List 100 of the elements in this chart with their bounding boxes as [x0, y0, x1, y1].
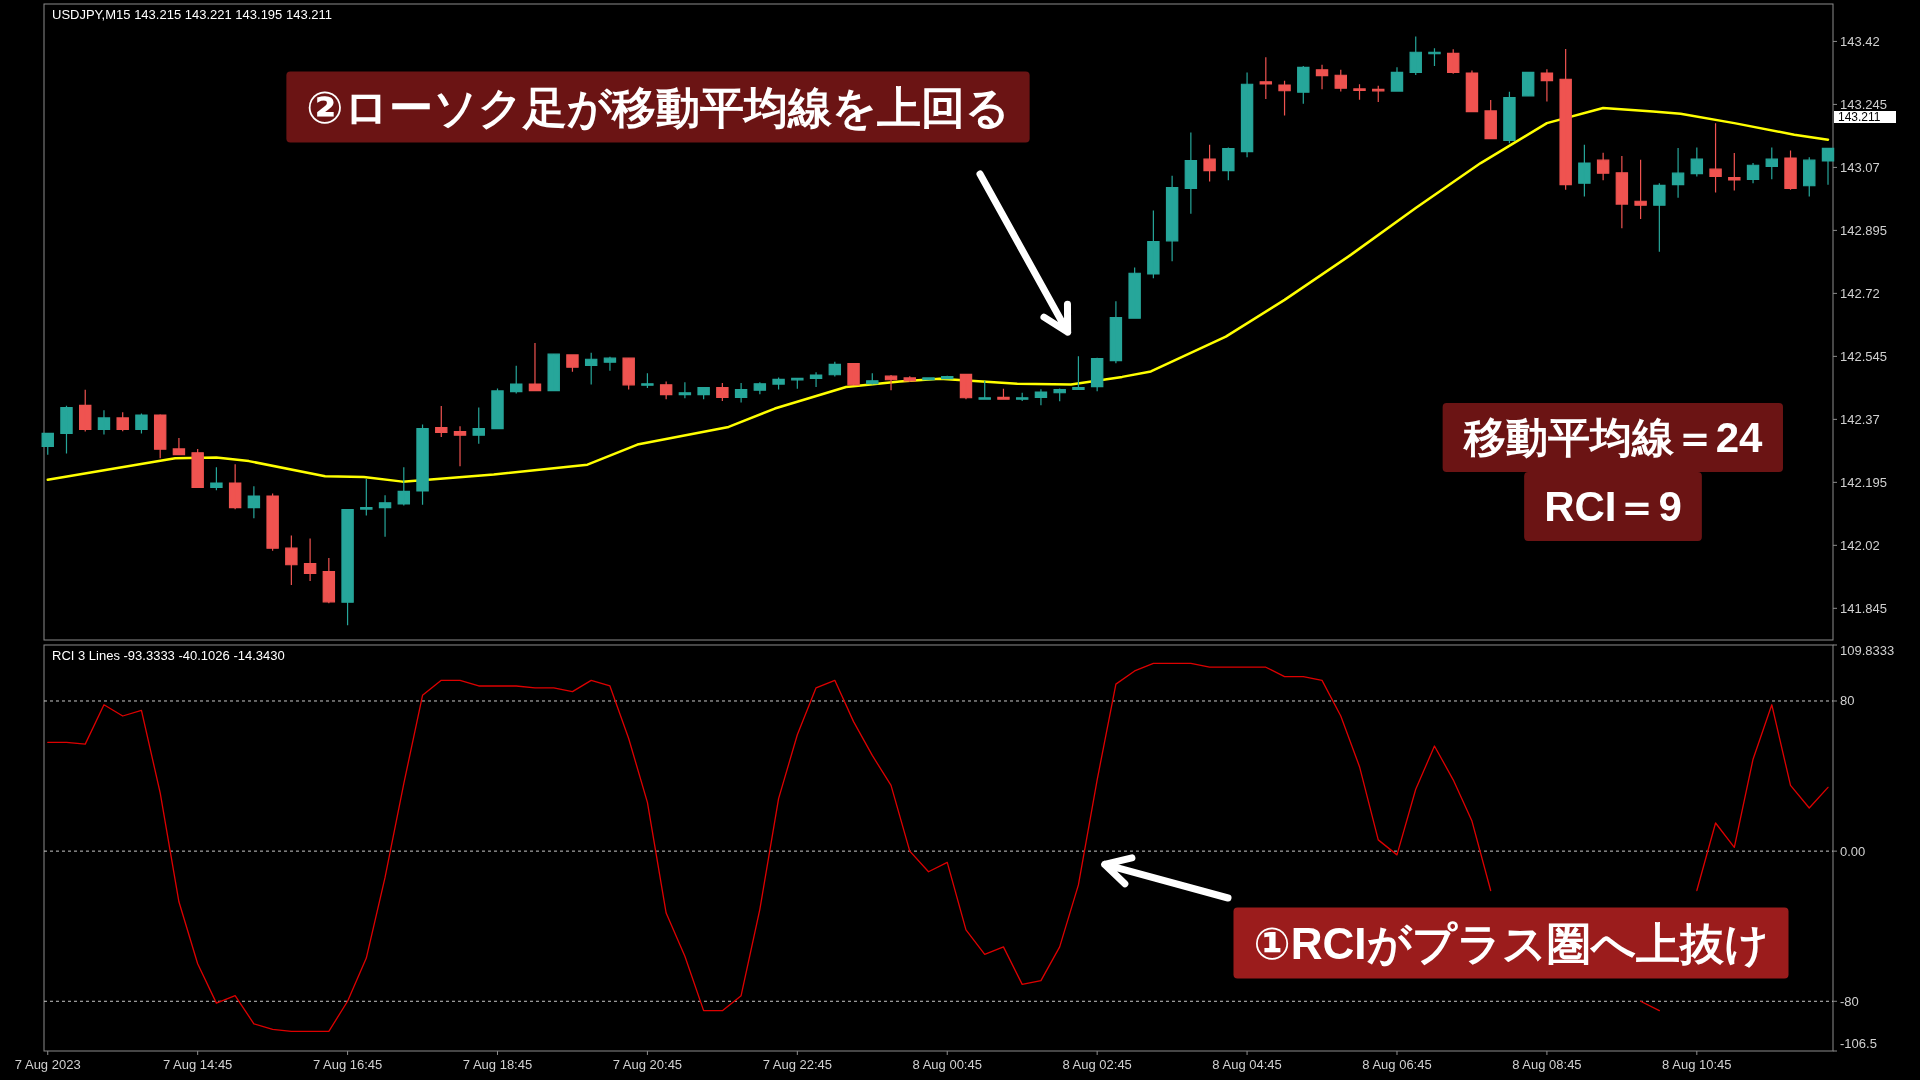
- candlestick: [1015, 392, 1029, 402]
- candlestick: [941, 375, 954, 380]
- candlestick: [472, 406, 485, 445]
- candlestick: [153, 413, 167, 459]
- candlestick: [884, 374, 898, 391]
- candlestick: [978, 380, 991, 400]
- candlestick: [491, 387, 504, 430]
- candlestick: [866, 372, 879, 386]
- y-tick-label: 142.37: [1840, 411, 1880, 427]
- x-tick-label: 8 Aug 00:45: [912, 1057, 982, 1072]
- y-tick-label: 143.42: [1840, 33, 1880, 49]
- candlestick: [1559, 48, 1572, 191]
- candlestick: [1390, 66, 1404, 92]
- candlestick: [266, 492, 279, 552]
- candlestick: [79, 389, 92, 433]
- candlestick: [959, 373, 973, 400]
- y-tick-label: -80: [1840, 993, 1859, 1009]
- candlestick: [135, 413, 148, 434]
- candlestick: [453, 425, 467, 467]
- candlestick: [791, 377, 804, 390]
- y-tick-label: 143.245: [1840, 96, 1887, 112]
- candlestick: [1446, 48, 1460, 75]
- candlestick: [1634, 159, 1647, 220]
- candlestick: [997, 388, 1010, 400]
- candlestick: [734, 382, 748, 404]
- x-tick-label: 8 Aug 10:45: [1662, 1057, 1732, 1072]
- candlestick: [1784, 149, 1797, 191]
- annotation: ②ローソク足が移動平均線を上回る: [306, 82, 1010, 132]
- candlestick: [172, 437, 186, 456]
- candlestick: [1034, 388, 1048, 406]
- candlestick: [41, 432, 54, 456]
- candlestick: [528, 342, 542, 392]
- candlestick: [1821, 147, 1835, 186]
- candlestick: [285, 535, 298, 586]
- x-tick-label: 8 Aug 08:45: [1512, 1057, 1582, 1072]
- candlestick: [1109, 300, 1123, 364]
- candlestick: [716, 382, 729, 402]
- candlestick: [510, 365, 523, 395]
- x-tick-label: 7 Aug 22:45: [762, 1057, 833, 1072]
- y-tick-label: 142.895: [1840, 222, 1887, 238]
- candlestick: [1259, 56, 1273, 100]
- candlestick: [435, 405, 448, 438]
- x-tick-label: 7 Aug 16:45: [312, 1057, 383, 1072]
- y-tick-label: 142.72: [1840, 285, 1880, 301]
- candlestick: [1184, 131, 1198, 215]
- candlestick: [1521, 71, 1535, 97]
- y-tick-label: 141.845: [1840, 600, 1887, 616]
- candlestick: [1578, 144, 1591, 198]
- y-tick-label: -106.5: [1840, 1036, 1877, 1051]
- x-tick-label: 8 Aug 06:45: [1362, 1057, 1432, 1072]
- y-tick-label: 142.02: [1840, 537, 1880, 553]
- candlestick: [1128, 266, 1141, 319]
- candlestick: [1765, 147, 1779, 180]
- x-tick-label: 7 Aug 2023: [14, 1057, 81, 1072]
- candlestick: [210, 466, 223, 491]
- candlestick: [603, 356, 617, 372]
- candlestick: [903, 375, 916, 383]
- annotation: 移動平均線＝24: [1462, 414, 1763, 461]
- y-tick-label: 109.8333: [1840, 642, 1895, 658]
- y-tick-label: 80: [1840, 693, 1855, 709]
- candlestick: [1203, 144, 1216, 183]
- candlestick: [1465, 69, 1479, 113]
- candlestick: [697, 387, 710, 400]
- candlestick: [1240, 71, 1254, 158]
- annotation: ①RCIがプラス圏へ上抜け: [1253, 918, 1769, 968]
- candlestick: [397, 466, 411, 506]
- candlestick: [1503, 91, 1516, 144]
- candlestick: [1690, 147, 1704, 178]
- candlestick: [1090, 357, 1104, 392]
- candlestick: [1709, 122, 1722, 194]
- x-tick-label: 7 Aug 14:45: [162, 1057, 233, 1072]
- candlestick: [116, 411, 129, 432]
- candlestick: [753, 381, 767, 395]
- candlestick: [360, 478, 373, 517]
- candlestick: [584, 352, 598, 386]
- candlestick: [622, 357, 635, 391]
- candlestick: [228, 463, 242, 510]
- text: 143.211: [1838, 110, 1881, 124]
- candlestick: [1428, 47, 1441, 67]
- x-tick-label: 7 Aug 18:45: [462, 1057, 533, 1072]
- y-tick-label: 142.195: [1840, 474, 1887, 490]
- candlestick: [97, 409, 111, 436]
- candlestick: [1746, 162, 1760, 184]
- candlestick: [1596, 152, 1610, 181]
- candlestick: [1653, 182, 1666, 253]
- candlestick: [1053, 387, 1066, 402]
- candlestick: [1803, 156, 1816, 198]
- x-tick-label: 7 Aug 20:45: [612, 1057, 683, 1072]
- candlestick: [1615, 155, 1629, 229]
- candlestick: [1315, 64, 1329, 90]
- candlestick: [1671, 147, 1685, 199]
- candlestick: [416, 423, 429, 506]
- candlestick: [303, 537, 317, 582]
- candlestick: [191, 448, 204, 488]
- x-tick-label: 8 Aug 02:45: [1062, 1057, 1132, 1072]
- x-tick-label: 8 Aug 04:45: [1212, 1057, 1282, 1072]
- candlestick: [1222, 147, 1235, 181]
- candlestick: [809, 371, 823, 388]
- candlestick: [566, 353, 579, 373]
- candlestick: [547, 353, 560, 392]
